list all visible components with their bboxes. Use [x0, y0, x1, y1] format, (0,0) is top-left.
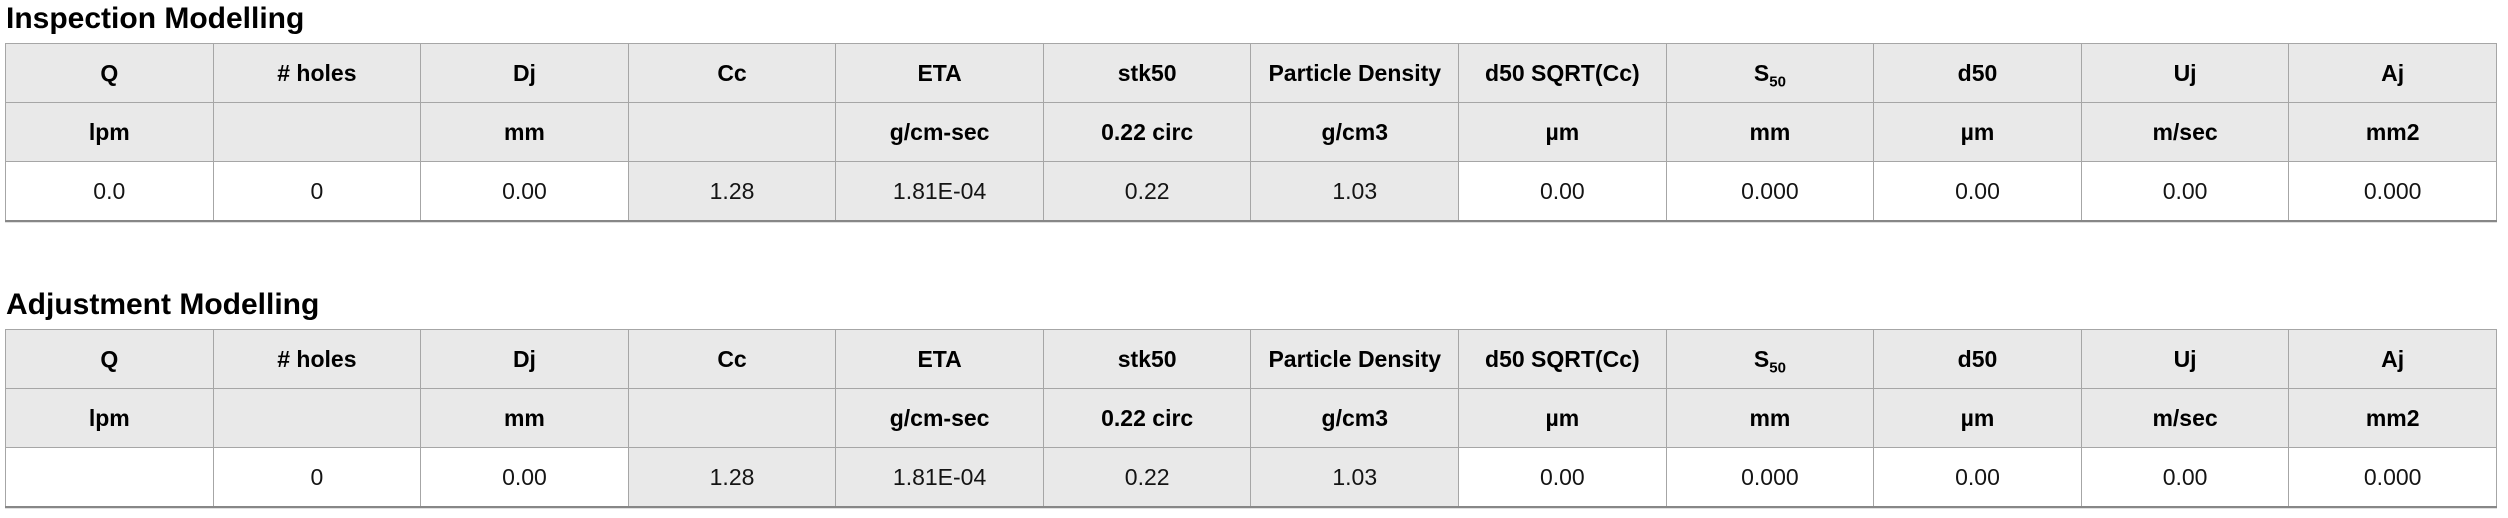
adjustment-modelling-title: Adjustment Modelling [6, 288, 320, 321]
value-cell-s50[interactable]: 0.000 [1665, 161, 1875, 222]
header-cell-s50: S50 [1665, 43, 1875, 103]
header-cell-d50: d50 [1873, 329, 2082, 389]
value-cell-holes[interactable]: 0 [212, 161, 422, 222]
header-cell-uj: Uj [2080, 43, 2290, 103]
header-cell-q: Q [5, 43, 214, 103]
value-cell-particle-density[interactable]: 1.03 [1250, 447, 1460, 508]
header-cell-q: Q [5, 329, 214, 389]
header-cell-aj: Aj [2288, 43, 2497, 103]
header-cell-holes: # holes [212, 43, 422, 103]
header-cell-holes: # holes [212, 329, 422, 389]
value-cell-dj[interactable]: 0.00 [420, 161, 629, 222]
unit-cell-uj: m/sec [2080, 388, 2290, 448]
adjustment-modelling-section: Adjustment Modelling Q # holes Dj Cc ETA… [5, 288, 2508, 508]
unit-cell-d50-sqrt-cc: µm [1458, 102, 1667, 162]
value-cell-s50[interactable]: 0.000 [1665, 447, 1875, 508]
unit-cell-d50: µm [1873, 102, 2082, 162]
unit-cell-s50: mm [1665, 102, 1875, 162]
value-cell-uj[interactable]: 0.00 [2080, 447, 2290, 508]
unit-cell-uj: m/sec [2080, 102, 2290, 162]
s50-base: S [1753, 59, 1770, 86]
unit-cell-dj: mm [420, 102, 629, 162]
header-cell-stk50: stk50 [1042, 43, 1252, 103]
unit-cell-q: lpm [5, 102, 214, 162]
value-cell-d50-sqrt-cc[interactable]: 0.00 [1458, 447, 1667, 508]
header-cell-cc: Cc [627, 43, 837, 103]
value-cell-q[interactable]: 0.0 [5, 161, 214, 222]
value-cell-cc[interactable]: 1.28 [627, 161, 837, 222]
value-cell-q[interactable] [5, 447, 214, 508]
unit-cell-s50: mm [1665, 388, 1875, 448]
header-cell-d50-sqrt-cc: d50 SQRT(Cc) [1458, 329, 1667, 389]
value-cell-eta[interactable]: 1.81E-04 [835, 447, 1044, 508]
unit-cell-aj: mm2 [2288, 388, 2497, 448]
value-cell-eta[interactable]: 1.81E-04 [835, 161, 1044, 222]
unit-cell-stk50: 0.22 circ [1042, 102, 1252, 162]
value-cell-aj[interactable]: 0.000 [2288, 447, 2497, 508]
unit-cell-q: lpm [5, 388, 214, 448]
header-cell-s50: S50 [1665, 329, 1875, 389]
value-cell-d50-sqrt-cc[interactable]: 0.00 [1458, 161, 1667, 222]
s50-base: S [1753, 345, 1770, 372]
header-cell-aj: Aj [2288, 329, 2497, 389]
value-cell-stk50[interactable]: 0.22 [1042, 447, 1252, 508]
s50-subscript: 50 [1769, 73, 1786, 91]
value-cell-stk50[interactable]: 0.22 [1042, 161, 1252, 222]
inspection-modelling-table: Q # holes Dj Cc ETA stk50 Particle Densi… [5, 43, 2497, 222]
inspection-header-row: Q # holes Dj Cc ETA stk50 Particle Densi… [5, 43, 2497, 103]
inspection-values-row: 0.0 0 0.00 1.28 1.81E-04 0.22 1.03 0.00 … [5, 161, 2497, 222]
inspection-units-row: lpm mm g/cm-sec 0.22 circ g/cm3 µm mm µm… [5, 102, 2497, 162]
adjustment-values-row: 0 0.00 1.28 1.81E-04 0.22 1.03 0.00 0.00… [5, 447, 2497, 508]
header-cell-dj: Dj [420, 329, 629, 389]
value-cell-d50[interactable]: 0.00 [1873, 447, 2082, 508]
header-cell-particle-density: Particle Density [1250, 329, 1460, 389]
value-cell-particle-density[interactable]: 1.03 [1250, 161, 1460, 222]
inspection-modelling-title: Inspection Modelling [6, 2, 305, 35]
header-cell-eta: ETA [835, 43, 1044, 103]
adjustment-units-row: lpm mm g/cm-sec 0.22 circ g/cm3 µm mm µm… [5, 388, 2497, 448]
value-cell-holes[interactable]: 0 [212, 447, 422, 508]
unit-cell-d50: µm [1873, 388, 2082, 448]
value-cell-uj[interactable]: 0.00 [2080, 161, 2290, 222]
unit-cell-particle-density: g/cm3 [1250, 388, 1460, 448]
unit-cell-eta: g/cm-sec [835, 388, 1044, 448]
value-cell-aj[interactable]: 0.000 [2288, 161, 2497, 222]
header-cell-dj: Dj [420, 43, 629, 103]
value-cell-d50[interactable]: 0.00 [1873, 161, 2082, 222]
unit-cell-cc [627, 388, 837, 448]
header-cell-eta: ETA [835, 329, 1044, 389]
header-cell-uj: Uj [2080, 329, 2290, 389]
header-cell-cc: Cc [627, 329, 837, 389]
header-cell-d50-sqrt-cc: d50 SQRT(Cc) [1458, 43, 1667, 103]
unit-cell-stk50: 0.22 circ [1042, 388, 1252, 448]
header-cell-particle-density: Particle Density [1250, 43, 1460, 103]
unit-cell-eta: g/cm-sec [835, 102, 1044, 162]
value-cell-dj[interactable]: 0.00 [420, 447, 629, 508]
unit-cell-cc [627, 102, 837, 162]
unit-cell-holes [212, 102, 422, 162]
unit-cell-holes [212, 388, 422, 448]
adjustment-header-row: Q # holes Dj Cc ETA stk50 Particle Densi… [5, 329, 2497, 389]
unit-cell-aj: mm2 [2288, 102, 2497, 162]
header-cell-stk50: stk50 [1042, 329, 1252, 389]
inspection-modelling-section: Inspection Modelling Q # holes Dj Cc ETA… [5, 2, 2508, 222]
unit-cell-particle-density: g/cm3 [1250, 102, 1460, 162]
value-cell-cc[interactable]: 1.28 [627, 447, 837, 508]
unit-cell-d50-sqrt-cc: µm [1458, 388, 1667, 448]
adjustment-modelling-table: Q # holes Dj Cc ETA stk50 Particle Densi… [5, 329, 2497, 508]
unit-cell-dj: mm [420, 388, 629, 448]
s50-subscript: 50 [1769, 359, 1786, 377]
header-cell-d50: d50 [1873, 43, 2082, 103]
